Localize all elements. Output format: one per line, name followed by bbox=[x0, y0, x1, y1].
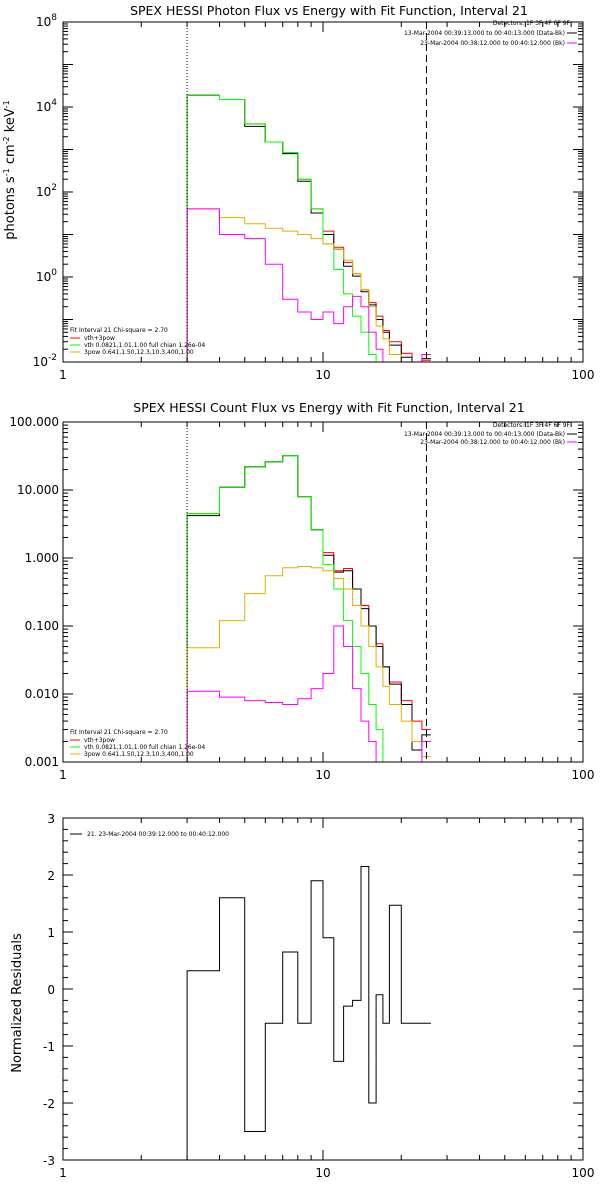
plot-frame bbox=[62, 817, 584, 1161]
data-step bbox=[186, 455, 431, 762]
count-flux-legend-bottom: Fit Interval 21 Chi-square = 2.70 vth+3p… bbox=[70, 729, 205, 758]
residual-step bbox=[186, 866, 431, 1160]
plot-frame bbox=[62, 421, 584, 763]
legend-total-fit: vth+3pow bbox=[84, 335, 115, 342]
photon-flux-y-axis-label: photons s-1 cm-2 keV-1 bbox=[2, 100, 18, 239]
legend-powerlaw-fit: 3pow 0.641,1.50,12.3,10.3,400,1.00 bbox=[84, 349, 194, 356]
photon-flux-title: SPEX HESSI Photon Flux vs Energy with Fi… bbox=[130, 3, 528, 18]
x-tick-label: 100 bbox=[572, 1166, 595, 1180]
y-tick-label: 100.000 bbox=[9, 415, 59, 429]
x-tick-label: 1 bbox=[59, 1166, 67, 1180]
x-tick-label: 100 bbox=[572, 368, 595, 382]
thermal-fit-step bbox=[186, 455, 431, 762]
photon-flux-plot-area: 1 10 100 108 104 102 100 10-2 bbox=[33, 13, 595, 382]
x-tick-label: 10 bbox=[315, 1166, 330, 1180]
count-flux-plot-area: 1 10 100 100.000 10.000 1.000 0.100 0.010 0.001 bbox=[9, 415, 594, 782]
y-tick-label: 104 bbox=[36, 98, 57, 114]
y-tick-label: -1 bbox=[43, 1040, 55, 1054]
y-tick-label: 0.100 bbox=[25, 619, 59, 633]
y-tick-label: 0 bbox=[47, 983, 55, 997]
legend-total-fit: vth+3pow bbox=[84, 737, 115, 744]
total-fit-step bbox=[186, 94, 431, 362]
plot-frame bbox=[62, 21, 584, 363]
x-tick-label: 10 bbox=[315, 368, 330, 382]
data-step bbox=[186, 94, 431, 362]
x-tick-label: 100 bbox=[572, 768, 595, 782]
legend-bk-interval: 23-Mar-2004 00:38:12.000 to 00:40:12.000… bbox=[420, 439, 565, 446]
y-tick-label: 100 bbox=[36, 268, 57, 284]
y-tick-label: 102 bbox=[36, 183, 57, 199]
y-tick-label: 1 bbox=[47, 926, 55, 940]
count-flux-panel: SPEX HESSI Count Flux vs Energy with Fit… bbox=[9, 400, 594, 782]
photon-flux-panel: SPEX HESSI Photon Flux vs Energy with Fi… bbox=[2, 3, 594, 382]
legend-bk-interval: 23-Mar-2004 00:38:12.000 to 00:40:12.000… bbox=[420, 40, 565, 47]
thermal-fit-step bbox=[186, 94, 384, 362]
powerlaw-fit-step bbox=[186, 208, 413, 362]
legend-thermal-fit: vth 0.0821,1.01,1.00 full chian 1.26e-04 bbox=[84, 342, 205, 349]
x-tick-label: 1 bbox=[59, 368, 67, 382]
legend-fit-interval: Fit Interval 21 Chi-square = 2.70 bbox=[70, 729, 168, 736]
photon-flux-legend-bottom: Fit Interval 21 Chi-square = 2.70 vth+3p… bbox=[70, 327, 205, 356]
residuals-y-axis-label: Normalized Residuals bbox=[10, 933, 25, 1073]
legend-detectors: Detectors: 1F 3F 4F 6F 9F bbox=[493, 20, 571, 27]
y-tick-label: 10-2 bbox=[33, 353, 57, 369]
y-tick-label: -2 bbox=[43, 1097, 55, 1111]
y-tick-label: 2 bbox=[47, 869, 55, 883]
count-flux-title: SPEX HESSI Count Flux vs Energy with Fit… bbox=[133, 400, 524, 415]
photon-flux-legend-top: Detectors: 1F 3F 4F 6F 9F 13-Mar-2004 00… bbox=[404, 20, 577, 47]
x-tick-label: 10 bbox=[315, 768, 330, 782]
y-tick-label: 108 bbox=[36, 13, 57, 29]
y-tick-label: 10.000 bbox=[17, 483, 59, 497]
background-step bbox=[186, 625, 431, 762]
background-step bbox=[186, 208, 431, 362]
legend-detectors: Detectors: 1F 3F 4F 6F 9F bbox=[493, 422, 571, 429]
residuals-legend: 21. 23-Mar-2004 00:39:12.000 to 00:40:12… bbox=[70, 831, 229, 838]
legend-data-interval: 13-Mar-2004 00:39:13.000 to 00:40:13.000… bbox=[404, 431, 565, 438]
y-tick-label: 1.000 bbox=[25, 551, 59, 565]
legend-data-interval: 13-Mar-2004 00:39:13.000 to 00:40:13.000… bbox=[404, 30, 565, 37]
legend-thermal-fit: vth 0.0821,1.01,1.00 full chian 1.26e-04 bbox=[84, 744, 205, 751]
legend-fit-interval: Fit Interval 21 Chi-square = 2.70 bbox=[70, 327, 168, 334]
powerlaw-fit-step bbox=[186, 566, 431, 762]
legend-residual-interval: 21. 23-Mar-2004 00:39:12.000 to 00:40:12… bbox=[87, 831, 229, 838]
y-tick-label: 0.010 bbox=[25, 687, 59, 701]
y-tick-label: 0.001 bbox=[25, 755, 59, 769]
y-tick-label: 3 bbox=[47, 812, 55, 826]
count-flux-legend-top: Detectors: 1F 3F 4F 6F 9F 13-Mar-2004 00… bbox=[404, 422, 577, 446]
total-fit-step bbox=[186, 455, 431, 762]
y-tick-label: -3 bbox=[43, 1154, 55, 1168]
legend-powerlaw-fit: 3pow 0.641,1.50,12.3,10.3,400,1.00 bbox=[84, 751, 194, 758]
x-tick-label: 1 bbox=[59, 768, 67, 782]
